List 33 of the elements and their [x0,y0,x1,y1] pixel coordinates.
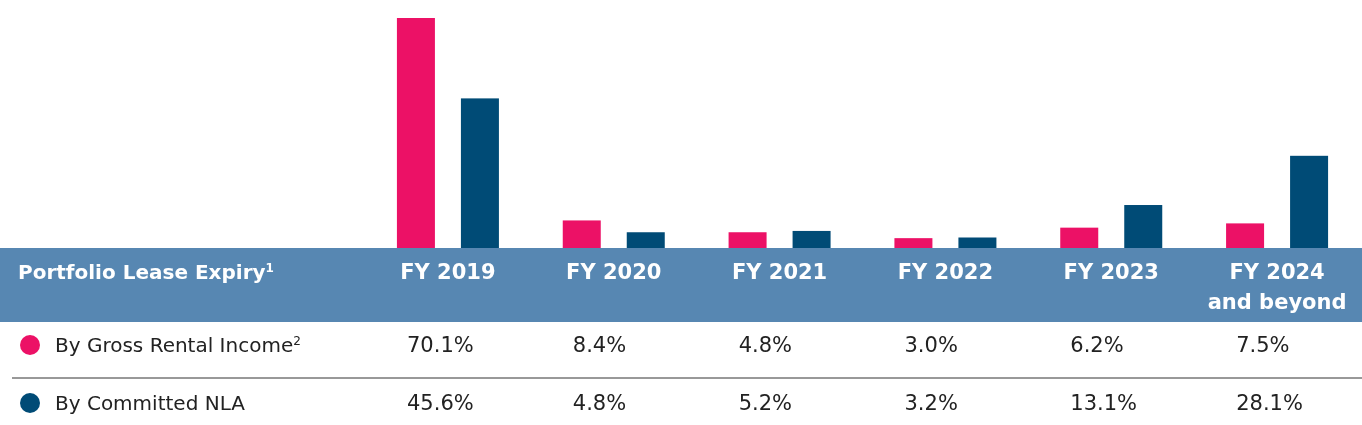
data-label: 28.1% [1236,391,1303,415]
x-tick-label: FY 2023 [1063,260,1159,284]
data-label: 3.0% [904,333,958,357]
bar [1060,227,1099,248]
data-label: 70.1% [407,333,474,357]
text: Portfolio Lease Expiry$^{1}$ [18,260,274,284]
bar [958,237,997,248]
x-tick-label: FY 2024 and beyond [1207,260,1347,314]
x-tick-label: FY 2019 [400,260,496,284]
bar [460,98,499,248]
legend-label: By Gross Rental Income$^{2}$ [55,333,301,357]
data-label: 4.8% [572,391,627,415]
data-label: 7.5% [1236,333,1290,357]
bar [728,232,767,248]
bar [396,18,435,248]
x-tick-label: FY 2020 [566,260,662,284]
x-tick-label: FY 2021 [731,260,828,284]
data-label: 45.6% [407,391,474,415]
bar [626,232,665,248]
data-label: 8.4% [572,333,627,357]
bar [1124,205,1163,248]
data-label: 5.2% [738,391,793,415]
bar [792,230,831,248]
bar [1226,223,1265,248]
bar [1290,155,1329,248]
x-tick-label: FY 2022 [897,260,994,284]
data-label: 3.2% [904,391,958,415]
bar [894,238,933,248]
data-label: 6.2% [1070,333,1124,357]
bar [562,220,601,248]
data-label: 13.1% [1070,391,1138,415]
legend-label: By Committed NLA [55,391,246,415]
data-label: 4.8% [738,333,793,357]
